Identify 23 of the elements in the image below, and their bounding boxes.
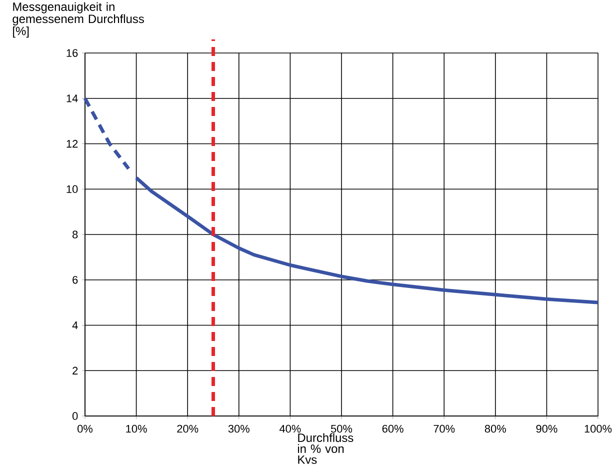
x-tick-label: 10% xyxy=(126,424,147,433)
y-tick-label: 14 xyxy=(66,94,78,102)
x-tick-label: 50% xyxy=(330,424,352,433)
y-tick-label: 8 xyxy=(72,230,78,238)
x-tick-label: 90% xyxy=(536,424,558,433)
y-tick-label: 10 xyxy=(66,185,78,194)
y-tick-label: 6 xyxy=(72,276,78,284)
x-tick-label: 40% xyxy=(279,424,301,433)
y-tick-label: 2 xyxy=(72,366,78,374)
y-tick-label: 0 xyxy=(72,412,78,420)
x-tick-label: 30% xyxy=(228,424,250,433)
line-series xyxy=(134,176,600,304)
x-axis-title: Durchfluss in % von Kvs xyxy=(298,433,354,464)
y-tick-label: 12 xyxy=(66,140,78,148)
y-tick-label: 4 xyxy=(72,321,78,330)
x-tick-label: 80% xyxy=(484,424,506,433)
x-tick-label: 100% xyxy=(584,424,612,433)
x-tick-label: 0% xyxy=(78,424,93,433)
y-tick-label: 16 xyxy=(66,49,78,57)
x-tick-label: 20% xyxy=(177,424,198,433)
x-tick-label: 60% xyxy=(382,424,404,433)
y-axis-title: Messgenauigkeit in gemessenem Durchfluss [%] xyxy=(12,2,144,38)
x-tick-label: 70% xyxy=(434,424,455,433)
